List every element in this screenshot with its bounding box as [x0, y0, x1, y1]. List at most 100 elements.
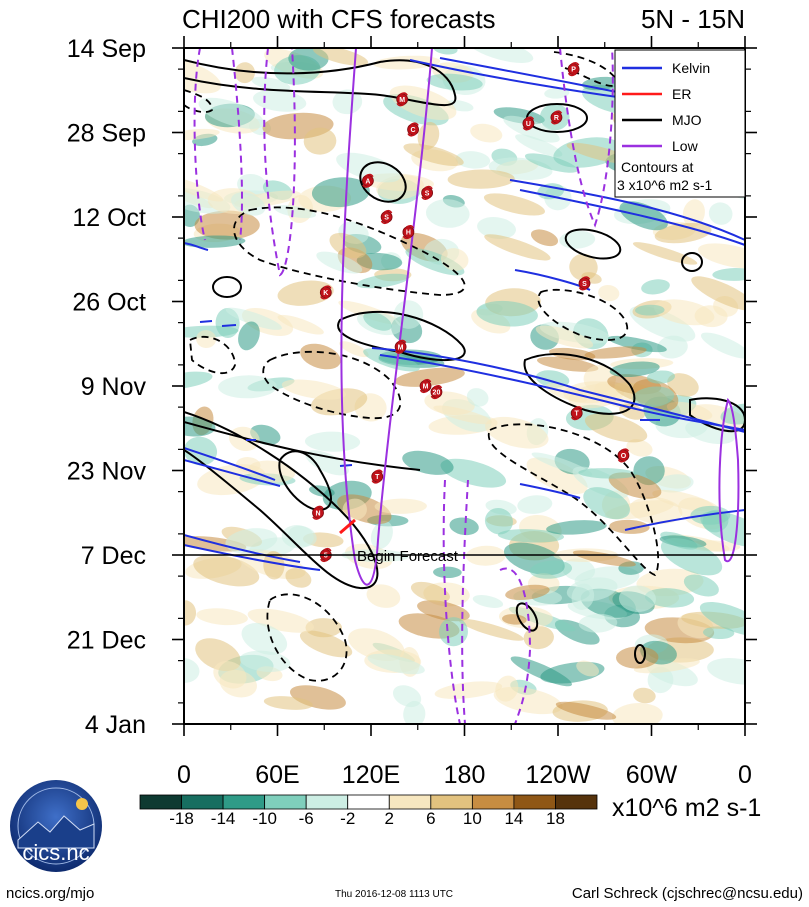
shading-patch [555, 701, 617, 720]
storm-label: N [315, 510, 320, 517]
colorbar-tick-label: -14 [211, 809, 236, 828]
shading-patch [281, 379, 346, 400]
legend-label: Low [672, 138, 699, 154]
shading-patch [523, 626, 554, 650]
legend-label: ER [672, 86, 691, 102]
forecast-label: Begin Forecast [357, 548, 459, 565]
storm-arm [574, 406, 583, 410]
shading-patch [410, 581, 450, 603]
storm-arm [434, 384, 443, 389]
shading-patch [626, 439, 653, 457]
shading-patch [363, 348, 420, 372]
colorbar-tick-label: 14 [504, 809, 523, 828]
storm-arm [571, 62, 580, 66]
storm-arm [405, 225, 415, 229]
storm-label: M [399, 97, 405, 104]
storm-arm [323, 285, 332, 289]
shading-patch [393, 300, 424, 329]
shading-patch [544, 87, 570, 99]
storm-arm [407, 133, 416, 137]
shading-patch [231, 192, 266, 216]
shading-patch [654, 222, 712, 244]
shading-patch [440, 458, 507, 488]
shading-patch [468, 48, 534, 63]
shading-patch [472, 595, 504, 608]
legend-note-line1: Contours at [621, 159, 693, 175]
storm-label: P [571, 67, 576, 74]
shading-patch [363, 312, 392, 331]
storm-arm [374, 469, 383, 473]
shading-patch [274, 205, 317, 219]
storm-marker: M [394, 339, 407, 354]
shading-patch [184, 58, 222, 94]
shading-patch [660, 537, 723, 576]
x-tick-label: 180 [444, 761, 486, 789]
shading-patch [449, 517, 479, 536]
shading-patch [234, 62, 255, 84]
shading-patch [578, 468, 637, 479]
shading-patch [304, 431, 361, 452]
storm-marker: H [402, 225, 415, 240]
shading-patch [644, 588, 695, 608]
storm-marker: P [567, 62, 580, 77]
storm-arm [312, 516, 321, 520]
colorbar-swatch [513, 794, 556, 810]
shading-patch [311, 177, 370, 208]
shading-patch [196, 330, 217, 349]
shading-patch [566, 577, 618, 602]
shading-patch [619, 403, 645, 420]
shading-patch [329, 232, 367, 259]
storm-arm [421, 196, 430, 200]
shading-patch [238, 321, 260, 351]
shading-patch [584, 413, 648, 443]
shading-patch [633, 687, 656, 704]
shading-patch [332, 89, 363, 115]
shading-patch [530, 229, 559, 247]
colorbar: -18 -14 -10 -6 -2 2 6 10 14 18 [139, 794, 598, 828]
storm-label: U [526, 121, 531, 128]
shading-patch [218, 375, 277, 399]
shading-patch [367, 653, 425, 675]
shading-patch [611, 703, 663, 724]
shading-patch [633, 658, 700, 674]
shading-patch [708, 202, 733, 225]
shading-patch [484, 507, 513, 535]
colorbar-swatch [181, 794, 224, 810]
storm-marker: S [578, 276, 591, 291]
shading-patch [247, 460, 296, 483]
shading-patch [485, 416, 549, 449]
shading-patch [609, 519, 650, 534]
shading-patch [277, 314, 324, 335]
storm-arm [399, 92, 408, 96]
shading-patch [699, 601, 745, 636]
shading-patch [356, 273, 410, 289]
shading-patch [225, 307, 282, 330]
shading-patch [455, 151, 491, 169]
shading-patch [584, 346, 647, 359]
y-tick-label: 28 Sep [67, 120, 146, 148]
shading-patch [618, 585, 656, 613]
storm-marker: T [371, 469, 384, 484]
storm-marker: 20 [430, 384, 443, 400]
shading-patch [615, 646, 659, 669]
shading-patch [194, 210, 260, 240]
shading-patch [253, 89, 307, 112]
colorbar-tick-label: 18 [546, 809, 565, 828]
y-tick-label: 9 Nov [81, 373, 147, 401]
shading-patch [300, 343, 341, 370]
legend-box [614, 49, 746, 198]
storm-marker: S [380, 209, 393, 225]
shading-patch [608, 472, 662, 499]
shading-patch [495, 675, 519, 702]
storm-label: 20 [433, 390, 441, 397]
storm-marker: U [522, 116, 535, 131]
legend: Kelvin ER MJO Low Contours at 3 x10^6 m2 s-… [614, 49, 746, 198]
shading-patch [682, 199, 705, 227]
shading-patch [598, 284, 620, 302]
shading-patch [417, 600, 470, 622]
shading-patch [652, 489, 715, 512]
shading-patch [305, 450, 349, 476]
shading-patch [635, 304, 665, 316]
storm-arm [567, 72, 576, 77]
storm-arm [384, 209, 393, 214]
